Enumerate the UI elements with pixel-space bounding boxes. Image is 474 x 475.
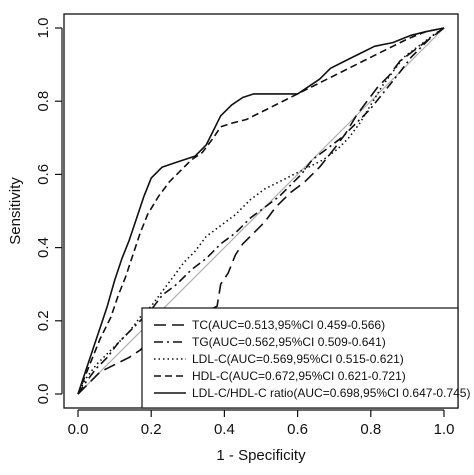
legend-label-1: TC(AUC=0.513,95%CI 0.459-0.566) (192, 318, 385, 332)
roc-series-5 (77, 27, 445, 395)
y-tick-label: 0.0 (35, 384, 52, 405)
roc-series-3 (77, 27, 445, 395)
legend: TC(AUC=0.513,95%CI 0.459-0.566) TG(AUC=0.… (141, 307, 470, 409)
legend-label-2: TG(AUC=0.562,95%CI 0.509-0.641) (192, 335, 386, 349)
y-tick-label: 0.4 (35, 237, 52, 258)
y-tick-label: 0.6 (35, 164, 52, 185)
roc-series-4 (77, 27, 445, 395)
x-tick-label: 0.2 (141, 421, 162, 438)
x-tick-label: 0.8 (360, 421, 381, 438)
y-axis-title: Sensitivity (7, 177, 24, 245)
x-tick-label: 0.4 (214, 421, 235, 438)
legend-box (141, 307, 459, 409)
legend-label-3: LDL-C(AUC=0.569,95%CI 0.515-0.621) (192, 352, 404, 366)
y-tick-label: 0.8 (35, 91, 52, 112)
legend-label-5: LDL-C/HDL-C ratio(AUC=0.698,95%CI 0.647-… (192, 386, 470, 400)
roc-series-2 (77, 27, 445, 395)
x-tick-label: 0.6 (287, 421, 308, 438)
legend-label-4: HDL-C(AUC=0.672,95%CI 0.621-0.721) (192, 369, 406, 383)
y-tick-label: 0.2 (35, 310, 52, 331)
axes: 0.0 0.2 0.4 0.6 0.8 1.0 0.0 0.2 0.4 0.6 0.8 1.0 (35, 18, 454, 438)
x-tick-label: 1.0 (434, 421, 455, 438)
x-tick-label: 0.0 (68, 421, 89, 438)
x-axis-title: 1 - Specificity (216, 447, 306, 464)
y-tick-label: 1.0 (35, 18, 52, 39)
